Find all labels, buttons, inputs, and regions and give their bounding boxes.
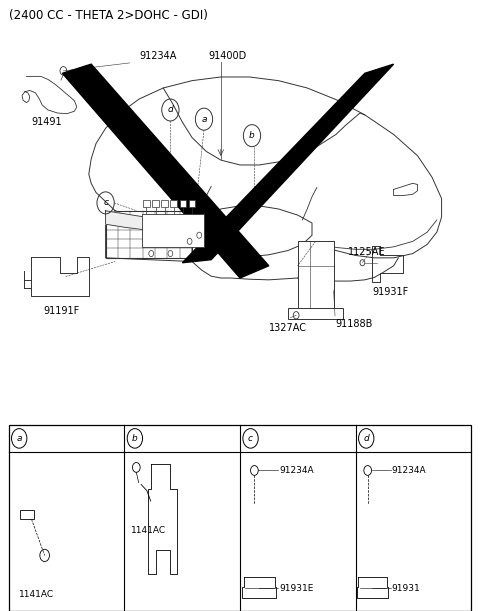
Bar bbox=[143, 200, 150, 207]
Text: c: c bbox=[103, 199, 108, 207]
Text: 91191F: 91191F bbox=[43, 306, 80, 315]
Text: (2400 CC - THETA 2>DOHC - GDI): (2400 CC - THETA 2>DOHC - GDI) bbox=[9, 9, 207, 22]
Polygon shape bbox=[106, 211, 192, 234]
Text: 91188B: 91188B bbox=[335, 319, 372, 329]
Bar bbox=[288, 308, 343, 319]
Text: 1141AC: 1141AC bbox=[131, 526, 166, 535]
Text: c: c bbox=[248, 434, 253, 443]
Text: d: d bbox=[363, 434, 369, 443]
Text: d: d bbox=[168, 106, 173, 114]
Bar bbox=[180, 200, 186, 207]
Bar bbox=[9, 425, 471, 611]
Text: 91400D: 91400D bbox=[209, 51, 247, 61]
Bar bbox=[170, 200, 177, 207]
Bar bbox=[298, 241, 334, 312]
Text: 91234A: 91234A bbox=[392, 466, 426, 475]
Polygon shape bbox=[182, 64, 394, 263]
Text: 91491: 91491 bbox=[31, 117, 62, 127]
Bar bbox=[142, 214, 204, 247]
Text: 1141AC: 1141AC bbox=[19, 590, 54, 599]
Text: 1125AE: 1125AE bbox=[348, 247, 385, 257]
Text: 1327AC: 1327AC bbox=[269, 323, 307, 332]
Text: a: a bbox=[201, 115, 207, 123]
Text: 91931E: 91931E bbox=[279, 584, 314, 593]
Bar bbox=[161, 200, 168, 207]
Text: b: b bbox=[132, 434, 138, 443]
Bar bbox=[106, 211, 192, 258]
Text: 91931: 91931 bbox=[392, 584, 420, 593]
Text: 91234A: 91234A bbox=[139, 51, 177, 61]
Text: b: b bbox=[249, 131, 255, 140]
Text: a: a bbox=[16, 434, 22, 443]
Bar bbox=[20, 510, 34, 519]
Polygon shape bbox=[62, 64, 269, 278]
Bar bbox=[152, 200, 159, 207]
Text: 91234A: 91234A bbox=[279, 466, 314, 475]
Text: 91931F: 91931F bbox=[372, 287, 408, 297]
Bar bbox=[189, 200, 195, 207]
